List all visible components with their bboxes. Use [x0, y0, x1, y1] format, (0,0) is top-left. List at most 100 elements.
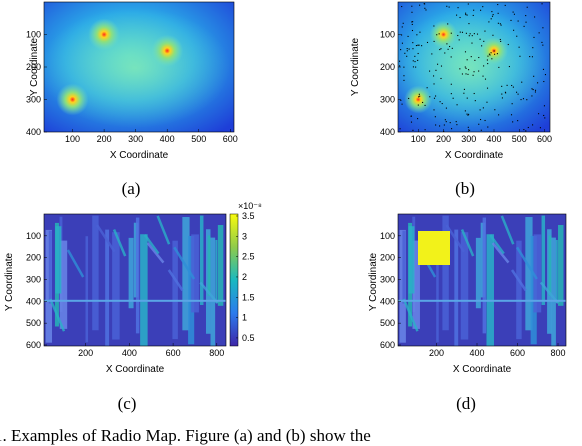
panel-b-sample-point: [399, 60, 401, 62]
panel-b-sample-point: [493, 50, 495, 52]
panel-c-building: [140, 234, 148, 346]
panel-b-sample-point: [440, 77, 442, 80]
panel-b-sample-point: [403, 75, 405, 77]
panel-b-sample-point: [474, 100, 476, 102]
panel-b-sample-point: [531, 56, 533, 58]
panel-d-xlabel: X Coordinate: [453, 364, 512, 375]
panel-b-sample-point: [473, 71, 475, 73]
panel-d-streak: [491, 242, 510, 264]
panel-d-streak: [402, 298, 419, 332]
panel-b-sample-point: [411, 29, 414, 32]
panel-c-building: [135, 217, 140, 334]
panel-c-frame: [43, 213, 227, 347]
panel-d-building: [551, 237, 556, 346]
panel-c-ytick-label: 600: [26, 340, 41, 350]
panel-b-sample-point: [414, 55, 416, 57]
panel-d: 100 200 300 400 500 600 200 400 600 800 Y Coordi…: [368, 213, 567, 413]
panel-b-sample-point: [482, 6, 484, 8]
panel-b-sample-point: [487, 63, 489, 65]
panel-b-sample-point: [403, 79, 405, 81]
panel-b-sample-point: [497, 22, 499, 24]
panel-b-sample-point: [490, 18, 492, 20]
panel-b-sample-point: [473, 92, 475, 95]
panel-c-building: [207, 235, 211, 296]
panel-a-xtick-label: 500: [191, 134, 206, 144]
panel-d-ytick-label: 200: [380, 253, 395, 263]
panel-b-sample-point: [401, 42, 403, 44]
panel-b-sample-point: [494, 109, 496, 111]
panel-b-sample-point: [425, 9, 427, 11]
panel-d-streak: [500, 215, 515, 245]
panel-b-sample-point: [468, 113, 470, 115]
panel-d-building: [558, 225, 564, 306]
panel-b-sample-point: [465, 12, 467, 14]
panel-b-sample-point: [538, 113, 540, 115]
panel-b-sample-point: [419, 4, 421, 6]
panel-b-sample-point: [476, 33, 479, 35]
panel-b-sample-point: [519, 55, 521, 57]
panel-b-sample-point: [415, 66, 417, 68]
panel-b-sample-point: [491, 58, 493, 60]
colorbar-tick-label: 1: [242, 313, 247, 323]
panel-b-sample-point: [510, 114, 513, 116]
panel-b-sample-point: [533, 75, 535, 77]
panel-d-streak: [445, 224, 465, 253]
panel-b-sample-point: [522, 98, 525, 100]
panel-b-sample-point: [467, 73, 469, 75]
panel-b-sample-point: [501, 85, 503, 87]
panel-b-sample-point: [512, 121, 514, 123]
panel-c-ytick-label: 500: [26, 318, 41, 328]
panel-b-sample-point: [516, 91, 518, 93]
panel-b-sample-point: [399, 128, 401, 130]
panel-d-building: [436, 236, 439, 343]
panel-a-source-hotspot: [56, 83, 89, 116]
panel-b-xtick-label: 400: [486, 134, 501, 144]
panel-c-building: [182, 217, 190, 331]
panel-d-building: [525, 217, 533, 331]
panel-c-streak: [96, 224, 116, 253]
panel-b-sample-point: [429, 96, 431, 98]
panel-c-streak: [143, 234, 160, 255]
panel-b-sample-point: [497, 3, 499, 6]
panel-b-sample-point: [411, 11, 413, 13]
panel-b-sample-point: [433, 109, 435, 111]
panel-b-sample-point: [411, 21, 413, 23]
panel-b-sample-point: [499, 38, 501, 41]
panel-b-sample-point: [465, 73, 467, 75]
panel-b-sample-point: [466, 59, 468, 61]
panel-b-source-hotspot: [429, 20, 458, 49]
panel-b-sample-point: [406, 55, 408, 57]
panel-a-label: (a): [122, 179, 141, 198]
panel-b-sample-point: [416, 34, 418, 36]
panel-b-xtick-label: 100: [411, 134, 426, 144]
panel-b-sample-point: [542, 27, 544, 29]
panel-b-sample-point: [465, 67, 467, 69]
panel-d-building: [486, 234, 494, 346]
panel-b-sample-point: [426, 87, 428, 89]
panel-b-sample-point: [526, 99, 528, 101]
panel-b-sample-point: [498, 66, 500, 68]
panel-b-sample-point: [464, 110, 466, 112]
panel-b-sample-point: [494, 53, 496, 55]
panel-b-sample-point: [467, 3, 469, 5]
panel-b-sample-point: [422, 101, 424, 104]
panel-b-sample-point: [491, 11, 493, 13]
panel-c-streak: [156, 215, 171, 245]
panel-b-sample-point: [527, 126, 529, 129]
panel-b-sample-point: [466, 113, 468, 115]
panel-d-building: [454, 229, 459, 346]
panel-b-sample-point: [412, 21, 414, 23]
colorbar-tick-label: 3: [242, 231, 247, 241]
panel-b-sample-point: [417, 44, 419, 46]
panel-b-sample-point: [401, 103, 403, 105]
panel-b-sample-point: [472, 14, 474, 17]
panel-b-sample-point: [484, 30, 486, 32]
panel-b-sample-point: [456, 104, 458, 106]
panel-b-ytick-label: 200: [380, 62, 395, 72]
panel-b-sample-point: [487, 55, 489, 57]
panel-d-building: [475, 237, 481, 309]
panel-d-building: [541, 215, 546, 305]
panel-b-sample-point: [464, 66, 466, 68]
panel-b-sample-point: [500, 40, 502, 42]
